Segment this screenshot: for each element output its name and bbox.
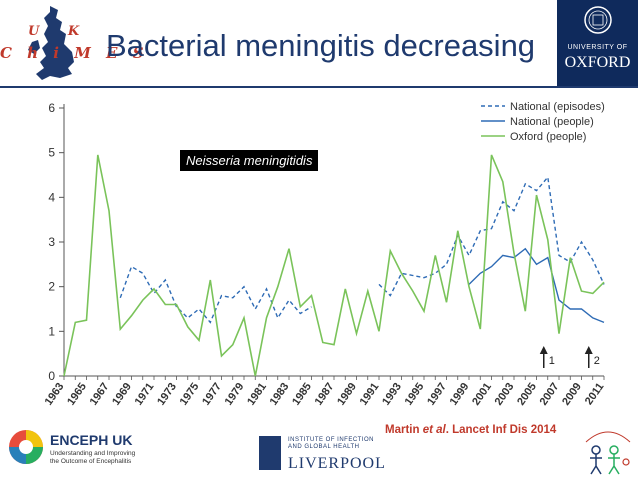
y-tick-label: 6 [48,101,55,115]
slide-header: U K C h i M E S Bacterial meningitis dec… [0,0,638,87]
citation-text: Martin et al. Lancet Inf Dis 2014 [385,424,556,436]
liverpool-crest-icon [259,436,281,470]
y-tick-label: 0 [48,369,55,383]
x-tick-label: 1973 [155,381,179,408]
y-tick-label: 3 [48,235,55,249]
oxford-vaccine-group-logo [585,431,631,475]
logo-chimes-text: C h i M E S [0,44,149,62]
x-tick-label: 1963 [43,381,67,408]
series-line-national-people [468,247,605,324]
x-tick-label: 1981 [245,381,269,408]
x-tick-label: 2005 [515,381,539,408]
logo-uk-text: U K [28,24,92,39]
header-divider [0,86,638,88]
legend-label: National (episodes) [510,101,605,113]
enceph-tagline: Understanding and Improving the Outcome … [50,450,136,465]
legend-label: National (people) [510,116,594,128]
x-tick-label: 1977 [200,381,224,408]
enceph-name: ENCEPH UK [50,432,133,448]
x-tick-label: 2003 [493,381,517,408]
x-tick-label: 1979 [223,381,247,408]
meningitis-chart: 0123456196319651967196919711973197519771… [43,101,607,408]
x-tick-label: 1967 [88,381,112,408]
y-tick-label: 5 [48,146,55,160]
series-line-oxford-people [63,154,605,377]
y-tick-label: 2 [48,280,55,294]
marker-label: 2 [594,355,600,367]
y-tick-label: 4 [48,190,55,204]
x-tick-label: 1965 [65,381,89,408]
x-tick-label: 1983 [268,381,292,408]
x-tick-label: 1993 [380,381,404,408]
citation-etal: et al [422,424,446,436]
x-tick-label: 2007 [538,381,562,408]
oxford-name-text: OXFORD [564,54,631,71]
page-title: Bacterial meningitis decreasing [106,28,536,63]
citation-suffix: . Lancet Inf Dis 2014 [445,424,557,436]
y-tick-label: 1 [48,324,55,338]
x-tick-label: 1989 [335,381,359,408]
x-tick-label: 2009 [560,381,584,408]
species-label: Neisseria meningitidis [180,150,319,171]
x-tick-label: 1971 [133,381,157,408]
uk-map-icon [28,6,74,80]
liverpool-institute: INSTITUTE OF INFECTION AND GLOBAL HEALTH [288,437,374,450]
x-tick-label: 1999 [448,381,472,408]
x-tick-label: 1969 [110,381,134,408]
oxford-crest-icon [584,6,612,34]
oxford-logo: UNIVERSITY OF OXFORD [557,0,638,86]
x-tick-label: 1987 [313,381,337,408]
citation-prefix: Martin [385,424,423,436]
liverpool-name: LIVERPOOL [288,455,386,472]
legend-label: Oxford (people) [510,131,586,143]
x-tick-label: 1995 [403,381,427,408]
enceph-wheel-icon [9,430,43,464]
x-tick-label: 1997 [425,381,449,408]
marker-label: 1 [549,355,555,367]
marker-arrow-head [539,346,548,354]
oxford-university-text: UNIVERSITY OF [567,44,628,51]
x-tick-label: 2001 [470,381,494,408]
marker-arrow-head [584,346,593,354]
x-tick-label: 1991 [358,381,382,408]
x-tick-label: 1985 [290,381,314,408]
x-tick-label: 2011 [583,381,607,407]
x-tick-label: 1975 [178,381,202,408]
